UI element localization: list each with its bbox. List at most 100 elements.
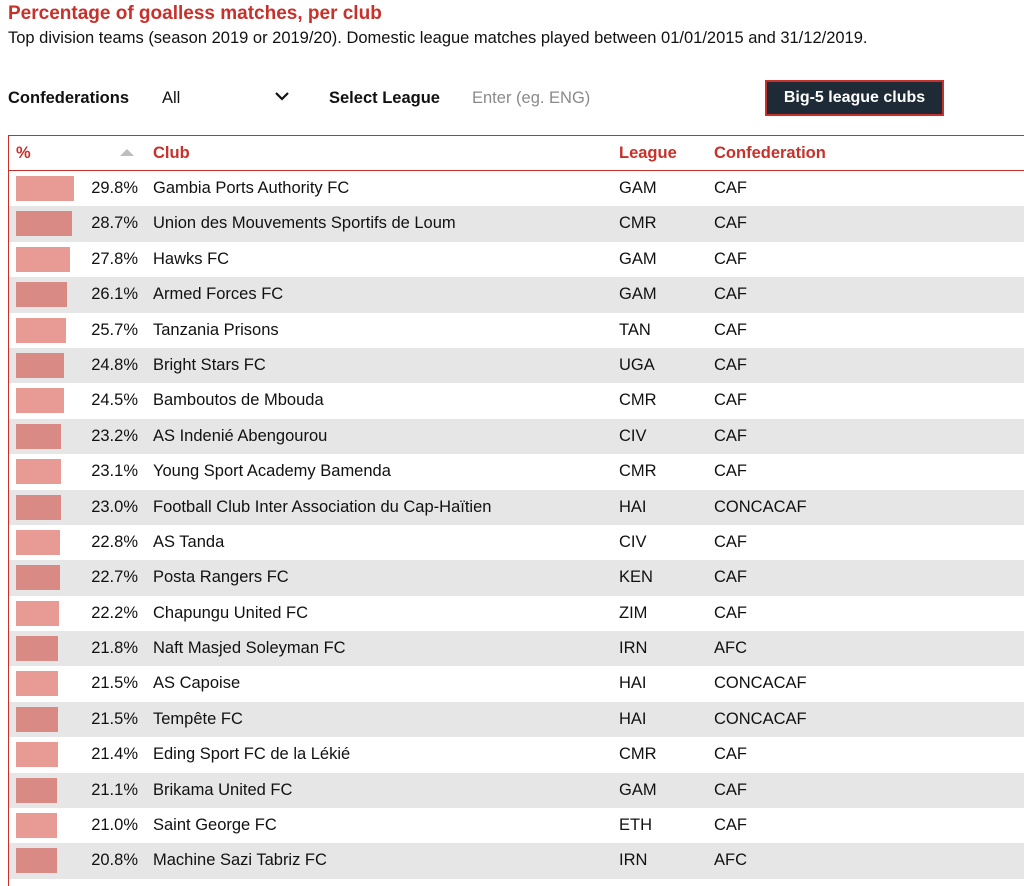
pct-cell: 21.1% xyxy=(91,780,138,799)
league-cell: IRN xyxy=(619,639,648,658)
table-row: 22.8% AS Tanda CIV CAF xyxy=(9,525,1024,560)
confederation-cell: CAF xyxy=(714,532,747,551)
pct-cell: 24.8% xyxy=(91,355,138,374)
club-cell: Bright Stars FC xyxy=(153,355,266,374)
club-cell: Tanzania Prisons xyxy=(153,320,279,339)
table-row: 22.2% Chapungu United FC ZIM CAF xyxy=(9,596,1024,631)
table-row: 29.8% Gambia Ports Authority FC GAM CAF xyxy=(9,171,1024,206)
club-cell: Eding Sport FC de la Lékié xyxy=(153,745,351,764)
table-body: 29.8% Gambia Ports Authority FC GAM CAF 28.7… xyxy=(9,171,1024,879)
league-cell: GAM xyxy=(619,179,657,197)
confederation-cell: CONCACAF xyxy=(714,709,807,728)
pct-bar xyxy=(16,848,57,874)
table-row: 24.8% Bright Stars FC UGA CAF xyxy=(9,347,1024,384)
league-cell: HAI xyxy=(619,497,647,516)
club-cell: Saint George FC xyxy=(153,816,277,835)
pct-cell: 23.0% xyxy=(91,497,138,516)
page-subtitle: Top division teams (season 2019 or 2019/… xyxy=(8,29,868,47)
club-cell: Posta Rangers FC xyxy=(153,568,289,587)
table-row: 23.2% AS Indenié Abengourou CIV CAF xyxy=(9,418,1024,455)
table-row: 24.5% Bamboutos de Mbouda CMR CAF xyxy=(9,383,1024,418)
confederation-cell: CAF xyxy=(714,745,747,764)
pct-bar xyxy=(16,176,74,201)
club-cell: Machine Sazi Tabriz FC xyxy=(153,851,327,870)
pct-bar xyxy=(16,282,67,308)
pct-cell: 22.8% xyxy=(91,532,138,551)
pct-cell: 29.8% xyxy=(91,179,138,197)
club-cell: Tempête FC xyxy=(153,709,243,728)
pct-bar xyxy=(16,600,60,626)
big5-league-clubs-button[interactable]: Big-5 league clubs xyxy=(765,80,944,116)
league-cell: GAM xyxy=(619,249,657,268)
table-row: 21.5% Tempête FC HAI CONCACAF xyxy=(9,701,1024,738)
league-cell: IRN xyxy=(619,851,648,870)
club-cell: Hawks FC xyxy=(153,249,230,268)
filter-bar: Confederations All Select League Big-5 l… xyxy=(8,78,1018,118)
confederation-cell: CAF xyxy=(714,426,747,445)
club-cell: Young Sport Academy Bamenda xyxy=(153,462,391,481)
table-row: 27.8% Hawks FC GAM CAF xyxy=(9,242,1024,277)
confederation-cell: CAF xyxy=(714,179,747,197)
pct-cell: 27.8% xyxy=(91,249,138,268)
select-league-label: Select League xyxy=(329,89,440,107)
confederation-cell: CAF xyxy=(714,780,747,799)
confederation-cell: CAF xyxy=(714,462,747,481)
table-header: % Club League Confederation xyxy=(9,136,1024,171)
pct-cell: 23.2% xyxy=(91,426,138,445)
league-cell: HAI xyxy=(619,709,647,728)
pct-bar xyxy=(16,742,58,768)
column-header-confederation[interactable]: Confederation xyxy=(714,144,826,162)
column-header-club[interactable]: Club xyxy=(153,144,190,162)
page-title: Percentage of goalless matches, per club xyxy=(8,3,382,24)
league-search-input[interactable] xyxy=(472,84,702,112)
table-row: 21.4% Eding Sport FC de la Lékié CMR CAF xyxy=(9,737,1024,772)
confederation-cell: CAF xyxy=(714,568,747,587)
confederation-cell: CONCACAF xyxy=(714,674,807,693)
confederations-selected-value: All xyxy=(162,89,181,107)
pct-bar xyxy=(16,494,61,520)
pct-cell: 21.5% xyxy=(91,709,138,728)
pct-bar xyxy=(16,671,58,697)
table-row: 21.1% Brikama United FC GAM CAF xyxy=(9,772,1024,809)
club-cell: Chapungu United FC xyxy=(153,603,309,622)
league-cell: GAM xyxy=(619,780,657,799)
league-cell: CMR xyxy=(619,214,657,233)
column-header-pct[interactable]: % xyxy=(16,144,31,162)
pct-bar xyxy=(16,352,65,378)
confederation-cell: CAF xyxy=(714,214,747,233)
pct-bar xyxy=(16,317,66,343)
club-cell: AS Indenié Abengourou xyxy=(153,426,328,445)
pct-bar xyxy=(16,636,59,662)
table-row: 28.7% Union des Mouvements Sportifs de Lo… xyxy=(9,206,1024,242)
pct-cell: 21.5% xyxy=(91,674,138,693)
club-cell: Brikama United FC xyxy=(153,780,293,799)
pct-cell: 20.8% xyxy=(91,851,138,870)
sort-ascending-icon[interactable] xyxy=(120,149,134,156)
pct-bar xyxy=(16,777,58,803)
pct-bar xyxy=(16,246,71,272)
club-cell: AS Capoise xyxy=(153,674,241,693)
table-row: 23.1% Young Sport Academy Bamenda CMR CAF xyxy=(9,454,1024,489)
league-cell: CIV xyxy=(619,426,647,445)
confederation-cell: CAF xyxy=(714,355,747,374)
club-cell: Football Club Inter Association du Cap-H… xyxy=(153,497,492,516)
league-cell: ETH xyxy=(619,816,652,835)
table-row: 21.0% Saint George FC ETH CAF xyxy=(9,808,1024,843)
club-cell: Gambia Ports Authority FC xyxy=(153,179,350,197)
confederations-dropdown[interactable]: All xyxy=(162,84,290,112)
league-cell: CIV xyxy=(619,532,647,551)
league-cell: GAM xyxy=(619,285,657,304)
pct-cell: 28.7% xyxy=(91,214,138,233)
pct-cell: 26.1% xyxy=(91,285,138,304)
column-header-league[interactable]: League xyxy=(619,144,677,162)
league-cell: TAN xyxy=(619,320,651,339)
confederation-cell: AFC xyxy=(714,639,747,658)
league-cell: UGA xyxy=(619,355,655,374)
club-cell: Naft Masjed Soleyman FC xyxy=(153,639,346,658)
confederation-cell: CAF xyxy=(714,603,747,622)
table-row: 25.7% Tanzania Prisons TAN CAF xyxy=(9,313,1024,348)
confederation-cell: CAF xyxy=(714,391,747,410)
club-cell: Bamboutos de Mbouda xyxy=(153,391,324,410)
club-cell: Union des Mouvements Sportifs de Loum xyxy=(153,214,456,233)
table-row: 21.5% AS Capoise HAI CONCACAF xyxy=(9,666,1024,701)
